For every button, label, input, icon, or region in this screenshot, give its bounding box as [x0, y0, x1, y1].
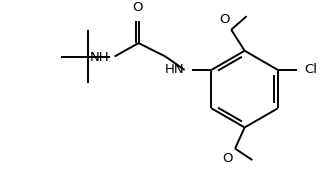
Text: NH: NH [90, 51, 110, 64]
Text: O: O [132, 1, 143, 14]
Text: O: O [223, 152, 233, 165]
Text: HN: HN [165, 63, 184, 76]
Text: O: O [219, 13, 229, 26]
Text: Cl: Cl [304, 63, 317, 76]
